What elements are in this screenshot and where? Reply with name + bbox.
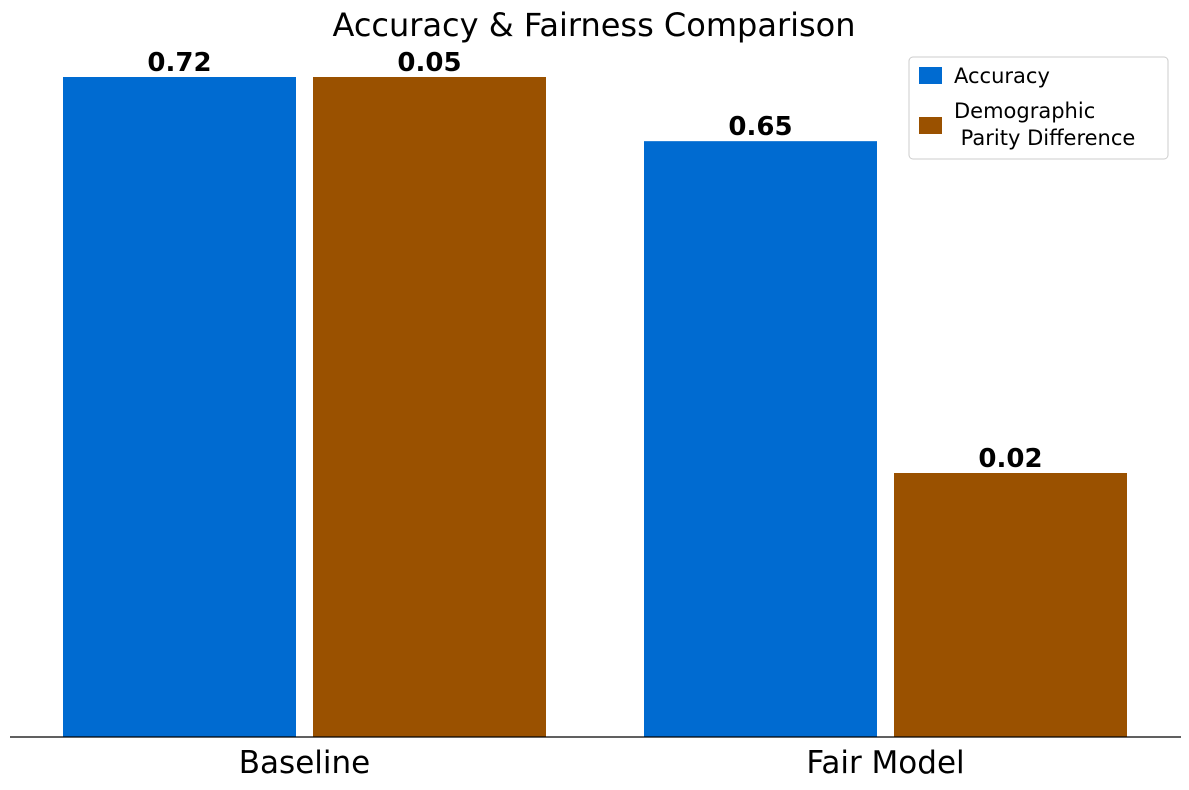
legend-label-demographic-parity: Demographic Parity Difference (954, 99, 1135, 150)
value-label-fair-model-series-1: 0.02 (978, 444, 1042, 474)
x-tick-label-fair-model: Fair Model (806, 745, 964, 781)
x-tick-labels: Baseline Fair Model (239, 745, 965, 781)
bar-fair-model-series-0 (644, 141, 877, 737)
value-label-baseline-series-0: 0.72 (147, 48, 211, 78)
legend: Accuracy Demographic Parity Difference (908, 56, 1169, 160)
legend-swatch-accuracy (919, 67, 942, 84)
bar-baseline-series-1 (313, 77, 546, 737)
value-label-baseline-series-1: 0.05 (397, 48, 461, 78)
legend-frame (908, 56, 1169, 160)
legend-swatch-demographic-parity (919, 117, 942, 134)
bar-baseline-series-0 (63, 77, 296, 737)
bar-fair-model-series-1 (894, 473, 1127, 737)
value-label-fair-model-series-0: 0.65 (728, 112, 792, 142)
bars-layer (63, 77, 1127, 737)
chart-title: Accuracy & Fairness Comparison (332, 6, 855, 44)
value-labels-layer: 0.72 0.05 0.65 0.02 (147, 48, 1042, 474)
x-tick-label-baseline: Baseline (239, 745, 370, 781)
legend-label-accuracy: Accuracy (954, 64, 1050, 88)
